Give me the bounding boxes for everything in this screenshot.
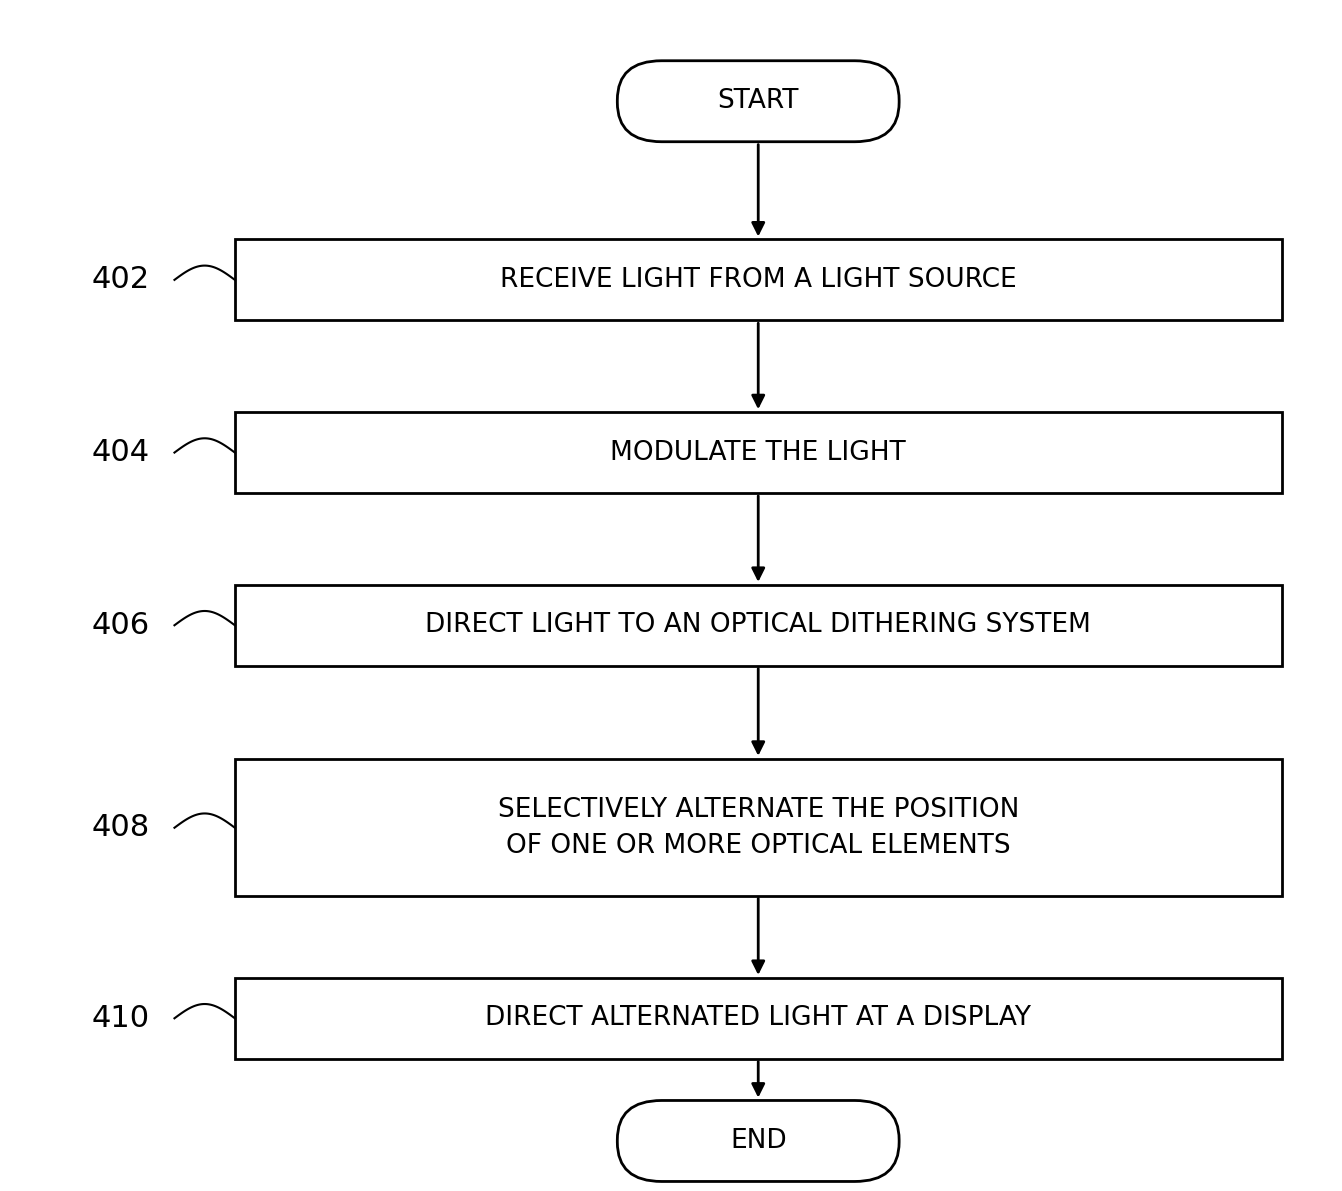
Bar — [235, 412, 1282, 493]
Text: DIRECT LIGHT TO AN OPTICAL DITHERING SYSTEM: DIRECT LIGHT TO AN OPTICAL DITHERING SYS… — [425, 612, 1091, 638]
Text: START: START — [718, 88, 798, 114]
Bar — [235, 760, 1282, 897]
Text: END: END — [730, 1128, 786, 1154]
Bar — [235, 978, 1282, 1059]
Text: 402: 402 — [91, 266, 150, 294]
Text: SELECTIVELY ALTERNATE THE POSITION
OF ONE OR MORE OPTICAL ELEMENTS: SELECTIVELY ALTERNATE THE POSITION OF ON… — [498, 797, 1019, 859]
Text: 406: 406 — [91, 611, 150, 640]
Text: DIRECT ALTERNATED LIGHT AT A DISPLAY: DIRECT ALTERNATED LIGHT AT A DISPLAY — [486, 1005, 1031, 1031]
Text: 408: 408 — [91, 813, 150, 842]
Bar — [235, 585, 1282, 666]
FancyBboxPatch shape — [617, 61, 899, 142]
Text: 404: 404 — [91, 438, 150, 467]
Bar — [235, 239, 1282, 320]
Text: MODULATE THE LIGHT: MODULATE THE LIGHT — [611, 439, 906, 466]
Text: RECEIVE LIGHT FROM A LIGHT SOURCE: RECEIVE LIGHT FROM A LIGHT SOURCE — [501, 267, 1016, 293]
FancyBboxPatch shape — [617, 1100, 899, 1181]
Text: 410: 410 — [91, 1004, 150, 1033]
